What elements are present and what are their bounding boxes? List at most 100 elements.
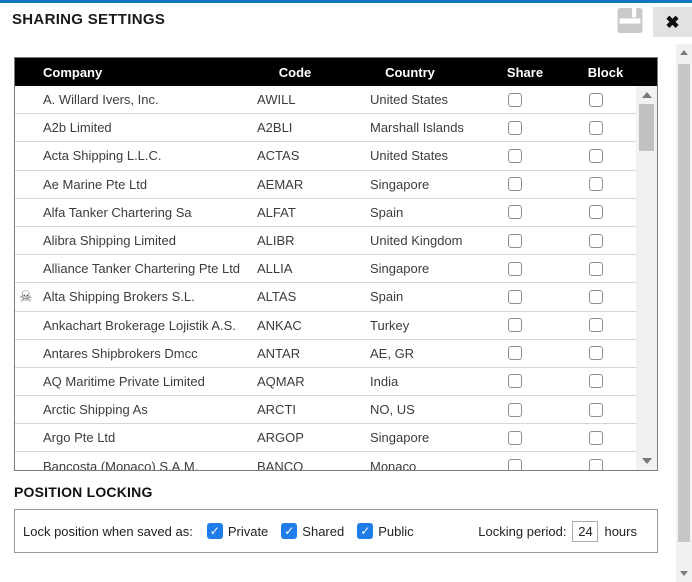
code-cell: AEMAR — [257, 176, 304, 192]
lock-option-label: Shared — [302, 523, 345, 539]
page-scrollbar[interactable] — [676, 44, 692, 582]
country-cell: Marshall Islands — [370, 120, 464, 136]
lock-position-label: Lock position when saved as: — [23, 523, 193, 539]
column-header-code: Code — [278, 64, 312, 80]
company-name: Ae Marine Pte Ltd — [43, 176, 148, 192]
share-checkbox[interactable] — [508, 318, 522, 333]
share-checkbox[interactable] — [508, 289, 522, 304]
company-name: Bancosta (Monaco) S.A.M. — [43, 458, 199, 470]
table-row: ☠ Alibra Shipping Limited ALIBR United K… — [15, 226, 636, 256]
share-checkbox[interactable] — [508, 346, 522, 361]
country-cell: India — [370, 373, 399, 389]
company-name: Ankachart Brokerage Lojistik A.S. — [43, 317, 236, 333]
code-cell: AQMAR — [257, 373, 305, 389]
table-row: ☠ Alfa Tanker Chartering Sa ALFAT Spain — [15, 198, 636, 227]
code-cell: ALIBR — [257, 233, 295, 249]
share-checkbox[interactable] — [508, 261, 522, 276]
country-cell: Spain — [370, 289, 404, 305]
block-checkbox[interactable] — [588, 346, 603, 361]
block-checkbox[interactable] — [588, 233, 603, 248]
block-checkbox[interactable] — [588, 92, 603, 107]
company-cell: ☠ Alibra Shipping Limited — [15, 227, 245, 254]
table-row: ☠ A. Willard Ivers, Inc. AWILL United St… — [15, 86, 636, 115]
lock-option-checkbox[interactable]: ✓ — [281, 523, 298, 539]
block-checkbox[interactable] — [588, 205, 603, 220]
save-button[interactable] — [615, 7, 644, 35]
table-scrollbar-thumb[interactable] — [639, 104, 654, 151]
lock-option-label: Private — [227, 523, 269, 539]
table-scrollbar[interactable] — [636, 86, 657, 470]
column-header-block: Block — [587, 64, 624, 80]
block-checkbox[interactable] — [588, 459, 603, 470]
code-cell: BANCO — [257, 458, 304, 470]
company-name: Arctic Shipping As — [43, 402, 148, 418]
share-checkbox[interactable] — [508, 430, 522, 445]
header-scrollbar-spacer — [636, 58, 657, 86]
block-checkbox[interactable] — [588, 402, 603, 417]
table-header-row: Company Code Country Share Block — [15, 58, 657, 86]
close-button[interactable]: ✖ — [653, 7, 692, 37]
code-cell: A2BLI — [257, 120, 293, 136]
company-name: Alibra Shipping Limited — [43, 233, 176, 249]
share-checkbox[interactable] — [508, 120, 522, 135]
company-cell: ☠ Ae Marine Pte Ltd — [15, 171, 245, 198]
company-cell: ☠ Arctic Shipping As — [15, 396, 245, 423]
country-cell: Monaco — [370, 458, 417, 470]
lock-option-label: Public — [378, 523, 414, 539]
block-checkbox[interactable] — [588, 318, 603, 333]
save-icon — [617, 7, 642, 33]
company-cell: ☠ Ankachart Brokerage Lojistik A.S. — [15, 312, 245, 339]
lock-option-checkbox[interactable]: ✓ — [206, 523, 223, 539]
block-checkbox[interactable] — [588, 148, 603, 163]
page-scroll-up-arrow-icon[interactable] — [680, 50, 688, 55]
share-checkbox[interactable] — [508, 402, 522, 417]
block-checkbox[interactable] — [588, 374, 603, 389]
block-checkbox[interactable] — [588, 177, 603, 192]
company-cell: ☠ A2b Limited — [15, 114, 245, 141]
company-cell: ☠ Alliance Tanker Chartering Pte Ltd — [15, 255, 245, 282]
share-checkbox[interactable] — [508, 148, 522, 163]
share-checkbox[interactable] — [508, 205, 522, 220]
lock-option: ✓ Public — [357, 523, 414, 539]
page-scroll-down-arrow-icon[interactable] — [680, 571, 688, 576]
block-checkbox[interactable] — [588, 289, 603, 304]
table-row: ☠ Argo Pte Ltd ARGOP Singapore — [15, 424, 636, 453]
country-cell: Singapore — [370, 261, 430, 277]
dialog-title: SHARING SETTINGS — [12, 11, 166, 28]
lock-option: ✓ Shared — [281, 523, 344, 539]
share-checkbox[interactable] — [508, 374, 522, 389]
code-cell: AWILL — [257, 92, 296, 108]
share-checkbox[interactable] — [508, 233, 522, 248]
block-checkbox[interactable] — [588, 430, 603, 445]
locking-period-input[interactable] — [572, 520, 599, 542]
share-checkbox[interactable] — [508, 459, 522, 470]
lock-option-checkbox[interactable]: ✓ — [357, 523, 374, 539]
company-cell: ☠ A. Willard Ivers, Inc. — [15, 86, 245, 113]
table-body: ☠ A. Willard Ivers, Inc. AWILL United St… — [15, 86, 636, 470]
scroll-down-arrow-icon[interactable] — [641, 458, 652, 464]
table-row: ☠ Bancosta (Monaco) S.A.M. BANCO Monaco — [15, 452, 636, 470]
code-cell: ANTAR — [257, 345, 301, 361]
page-scrollbar-thumb[interactable] — [678, 64, 690, 542]
share-checkbox[interactable] — [508, 92, 522, 107]
country-cell: Turkey — [370, 317, 410, 333]
company-name: Alfa Tanker Chartering Sa — [43, 204, 192, 220]
table-row: ☠ Antares Shipbrokers Dmcc ANTAR AE, GR — [15, 339, 636, 368]
code-cell: ALFAT — [257, 204, 296, 220]
country-cell: United States — [370, 148, 449, 164]
block-checkbox[interactable] — [588, 120, 603, 135]
country-cell: United Kingdom — [370, 233, 463, 249]
block-checkbox[interactable] — [588, 261, 603, 276]
code-cell: ALLIA — [257, 261, 293, 277]
country-cell: AE, GR — [370, 345, 415, 361]
company-name: Alta Shipping Brokers S.L. — [43, 289, 195, 305]
locking-period-group: Locking period: hours — [478, 520, 637, 542]
share-checkbox[interactable] — [508, 177, 522, 192]
scroll-up-arrow-icon[interactable] — [641, 92, 652, 98]
company-cell: ☠ Acta Shipping L.L.C. — [15, 142, 245, 169]
company-cell: ☠ AQ Maritime Private Limited — [15, 368, 245, 395]
code-cell: ACTAS — [257, 148, 300, 164]
position-locking-heading: POSITION LOCKING — [14, 484, 153, 500]
position-locking-box: Lock position when saved as: ✓ Private ✓… — [14, 509, 658, 553]
company-cell: ☠ Antares Shipbrokers Dmcc — [15, 340, 245, 367]
